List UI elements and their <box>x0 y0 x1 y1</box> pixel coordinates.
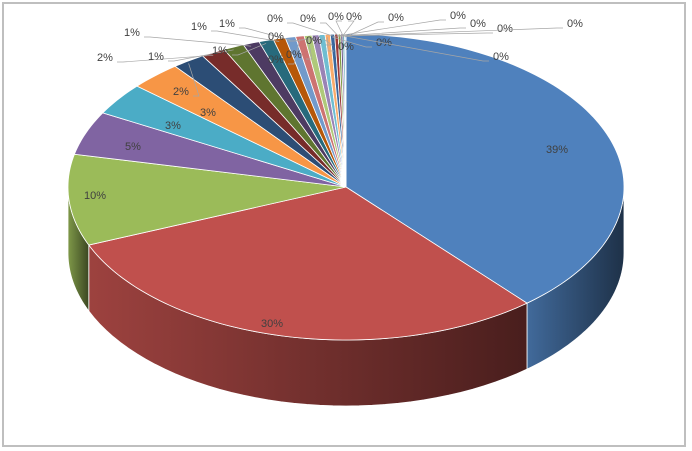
leader-line-23 <box>345 21 384 38</box>
slice-label-22: 0% <box>346 11 362 23</box>
slice-label-1: 30% <box>261 318 283 330</box>
pie-slice-5 <box>136 65 347 188</box>
leader-line-19 <box>287 22 337 38</box>
slice-label-4: 3% <box>165 120 181 132</box>
slice-label-extra-3: 0% <box>567 18 583 30</box>
leader-line-12 <box>239 27 291 41</box>
leader-line-8 <box>168 49 234 62</box>
leader-line-10 <box>232 43 267 56</box>
leader-line-9 <box>144 36 252 47</box>
slice-label-11: 1% <box>191 21 207 33</box>
leader-line-6 <box>188 63 200 97</box>
slice-label-12: 1% <box>219 18 235 30</box>
leader-line-extra-4 <box>345 35 489 62</box>
pie-slice-0 <box>345 33 625 304</box>
slice-label-9: 1% <box>124 27 140 39</box>
slice-label-2: 10% <box>84 190 106 202</box>
slice-label-3: 5% <box>125 141 141 153</box>
pie-slice-23 <box>344 33 347 188</box>
slice-label-14: 0% <box>286 49 302 61</box>
slice-label-7: 2% <box>97 52 113 64</box>
leader-line-22 <box>335 20 345 38</box>
leader-line-20 <box>320 22 340 38</box>
leader-line-extra-2 <box>341 32 493 37</box>
slice-label-extra-0: 0% <box>450 10 466 22</box>
leader-line-extra-0 <box>336 19 446 37</box>
slice-label-10: 1% <box>212 45 228 57</box>
slice-label-20: 0% <box>300 13 316 25</box>
slice-label-extra-4: 0% <box>493 51 509 63</box>
slice-label-23: 0% <box>388 12 404 24</box>
leader-line-18 <box>332 36 372 48</box>
slice-label-13: 0% <box>268 54 284 66</box>
pie-slice-3 <box>73 112 347 188</box>
slice-label-5: 3% <box>200 107 216 119</box>
leader-line-17 <box>327 37 334 52</box>
leader-line-11 <box>211 30 280 42</box>
leader-line-14 <box>306 38 313 60</box>
leader-line-extra-3 <box>343 27 563 37</box>
slice-label-extra-1: 0% <box>470 18 486 30</box>
slice-label-0: 39% <box>546 144 568 156</box>
leader-line-21 <box>341 20 355 38</box>
pie-labels: 39%30%10%5%3%3%2%2% 1%1%1%1% 1%0% 0%0% 0% 0% 0… <box>84 10 583 330</box>
slice-label-8: 1% <box>148 51 164 63</box>
slice-label-21: 0% <box>328 11 344 23</box>
slice-label-extra-2: 0% <box>497 23 513 35</box>
slice-label-19: 0% <box>267 13 283 25</box>
pie-slice-1 <box>88 186 528 341</box>
pie-slice-4 <box>102 85 347 188</box>
pie-slice-2 <box>67 153 347 246</box>
leader-line-extra-1 <box>339 27 466 37</box>
slice-label-17: 0% <box>338 41 354 53</box>
slice-label-15: 0% <box>268 31 284 43</box>
slice-label-6: 2% <box>173 86 189 98</box>
leader-line-7 <box>117 54 214 63</box>
leader-line-13 <box>288 39 301 65</box>
pie-slices <box>67 33 625 341</box>
leader-line-15 <box>288 37 316 42</box>
slice-label-16: 0% <box>306 35 322 47</box>
